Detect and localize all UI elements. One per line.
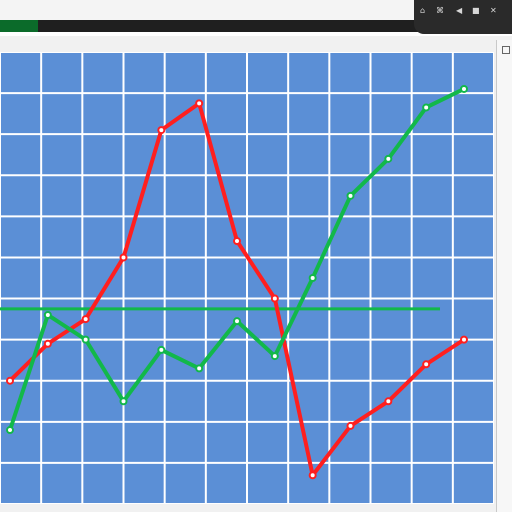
series-point bbox=[270, 294, 279, 303]
series-point bbox=[157, 126, 166, 135]
price-chart bbox=[0, 52, 494, 504]
series-point bbox=[308, 274, 317, 282]
series-point bbox=[157, 345, 166, 354]
series-point bbox=[6, 376, 14, 385]
series-point bbox=[195, 99, 204, 108]
series-point bbox=[346, 421, 355, 430]
series-point bbox=[346, 191, 355, 200]
series-point bbox=[384, 397, 393, 406]
series-point bbox=[270, 352, 279, 361]
series-point bbox=[233, 317, 241, 326]
control-3-icon[interactable]: ◀ bbox=[456, 6, 463, 15]
series-point bbox=[81, 315, 90, 324]
series-point bbox=[81, 335, 90, 344]
top-toolbar bbox=[0, 0, 512, 20]
control-1-icon[interactable]: ⌂ bbox=[420, 6, 426, 15]
series-point bbox=[460, 84, 468, 93]
grid bbox=[0, 52, 494, 504]
control-5-icon[interactable]: ✕ bbox=[490, 6, 497, 15]
rail-handle-icon[interactable] bbox=[502, 46, 510, 54]
series-point bbox=[119, 253, 128, 262]
control-2-icon[interactable]: ⌘ bbox=[436, 6, 444, 15]
series-point bbox=[422, 103, 431, 112]
series-point bbox=[43, 339, 52, 348]
chart-marks bbox=[0, 84, 468, 480]
series-point bbox=[460, 335, 468, 344]
window-controls: ⌂ ⌘ ◀ ■ ✕ bbox=[414, 0, 512, 34]
title-strip bbox=[0, 20, 512, 32]
series-point bbox=[43, 310, 52, 319]
series-point bbox=[308, 471, 317, 480]
series-point bbox=[6, 426, 14, 435]
right-rail bbox=[496, 40, 512, 512]
control-4-icon[interactable]: ■ bbox=[472, 6, 480, 15]
series-point bbox=[422, 360, 431, 369]
series-point bbox=[119, 397, 128, 406]
series-point bbox=[195, 364, 204, 373]
series-point bbox=[233, 237, 241, 246]
series-point bbox=[384, 154, 393, 163]
accent-bar bbox=[0, 20, 38, 32]
